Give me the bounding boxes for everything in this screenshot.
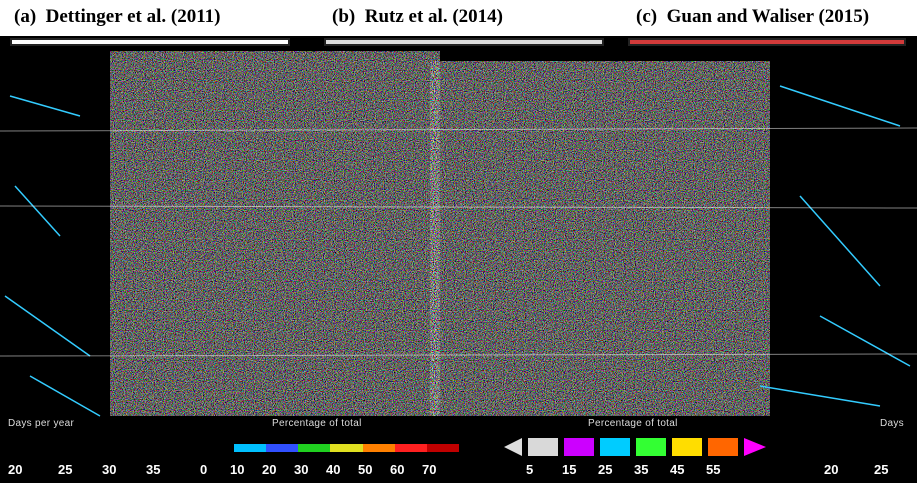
legend-b-tick: 5 [526, 462, 534, 477]
panel-b-label: (b) [332, 6, 356, 27]
panel-b-name: Rutz et al. (2014) [364, 6, 503, 27]
panel-c-title: (c) Guan and Waliser (2015) [636, 6, 869, 28]
legend-a-tick: 50 [358, 462, 373, 477]
panel-a-frame-top [10, 38, 290, 46]
panel-a-title: (a) Dettinger et al. (2011) [14, 6, 220, 28]
legend-a-color-swatch [362, 444, 395, 452]
legend-left-tick: 20 [8, 462, 23, 477]
legend-right-title: Days [880, 418, 904, 429]
legend-right-tick: 25 [874, 462, 889, 477]
legend-b-tick: 45 [670, 462, 685, 477]
legend-a-color-swatch [394, 444, 427, 452]
land-mass-b [430, 61, 770, 416]
panel-c-name: Guan and Waliser (2015) [666, 6, 870, 27]
legend-b-tick: 15 [562, 462, 577, 477]
legend-a-color-swatch [426, 444, 459, 452]
legend-b-tick: 35 [634, 462, 649, 477]
panel-titles: (a) Dettinger et al. (2011) (b) Rutz et … [0, 0, 917, 36]
coast-lines-left [4, 95, 101, 417]
legend-a-colorbar [234, 444, 459, 452]
legend-b-tick: 55 [706, 462, 721, 477]
legend-left-title: Days per year [8, 418, 75, 429]
legend-left-tick: 30 [102, 462, 117, 477]
legend-a-color-swatch [266, 444, 299, 452]
legend-a-tick: 10 [230, 462, 245, 477]
panel-c-frame-top [628, 38, 906, 46]
legend-b-tick: 25 [598, 462, 613, 477]
legend-a-tick: 0 [200, 462, 208, 477]
land-mass-a [110, 51, 440, 416]
panel-b-frame-top [324, 38, 604, 46]
legend-b: Percentage of total 5 15 25 35 45 55 [500, 410, 800, 483]
map-noise [0, 51, 917, 417]
legend-a-color-swatch [330, 444, 363, 452]
panel-a-name: Dettinger et al. (2011) [45, 6, 221, 27]
legend-a-tick: 70 [422, 462, 437, 477]
legend-left-tick: 25 [58, 462, 73, 477]
coast-lines-right [759, 85, 911, 407]
legend-a-color-swatch [234, 444, 267, 452]
legend-a-title: Percentage of total [272, 418, 362, 429]
legend-a: Percentage of total 0 10 20 30 40 50 60 … [200, 410, 480, 483]
legend-b-title: Percentage of total [588, 418, 678, 429]
legend-left: Days per year 20 25 30 35 [0, 410, 200, 483]
panel-b-title: (b) Rutz et al. (2014) [332, 6, 503, 28]
legend-a-tick: 20 [262, 462, 277, 477]
legend-left-tick: 35 [146, 462, 161, 477]
legend-right-tick: 20 [824, 462, 839, 477]
legend-a-color-swatch [298, 444, 331, 452]
panel-a-label: (a) [14, 6, 37, 27]
panel-c-label: (c) [636, 6, 658, 27]
map-frames [0, 36, 917, 483]
legend-b-colorbar [504, 438, 766, 456]
streaks [0, 127, 917, 357]
legend-a-tick: 60 [390, 462, 405, 477]
legend-a-tick: 30 [294, 462, 309, 477]
legend-a-tick: 40 [326, 462, 341, 477]
legend-right: Days 20 25 [812, 410, 917, 483]
